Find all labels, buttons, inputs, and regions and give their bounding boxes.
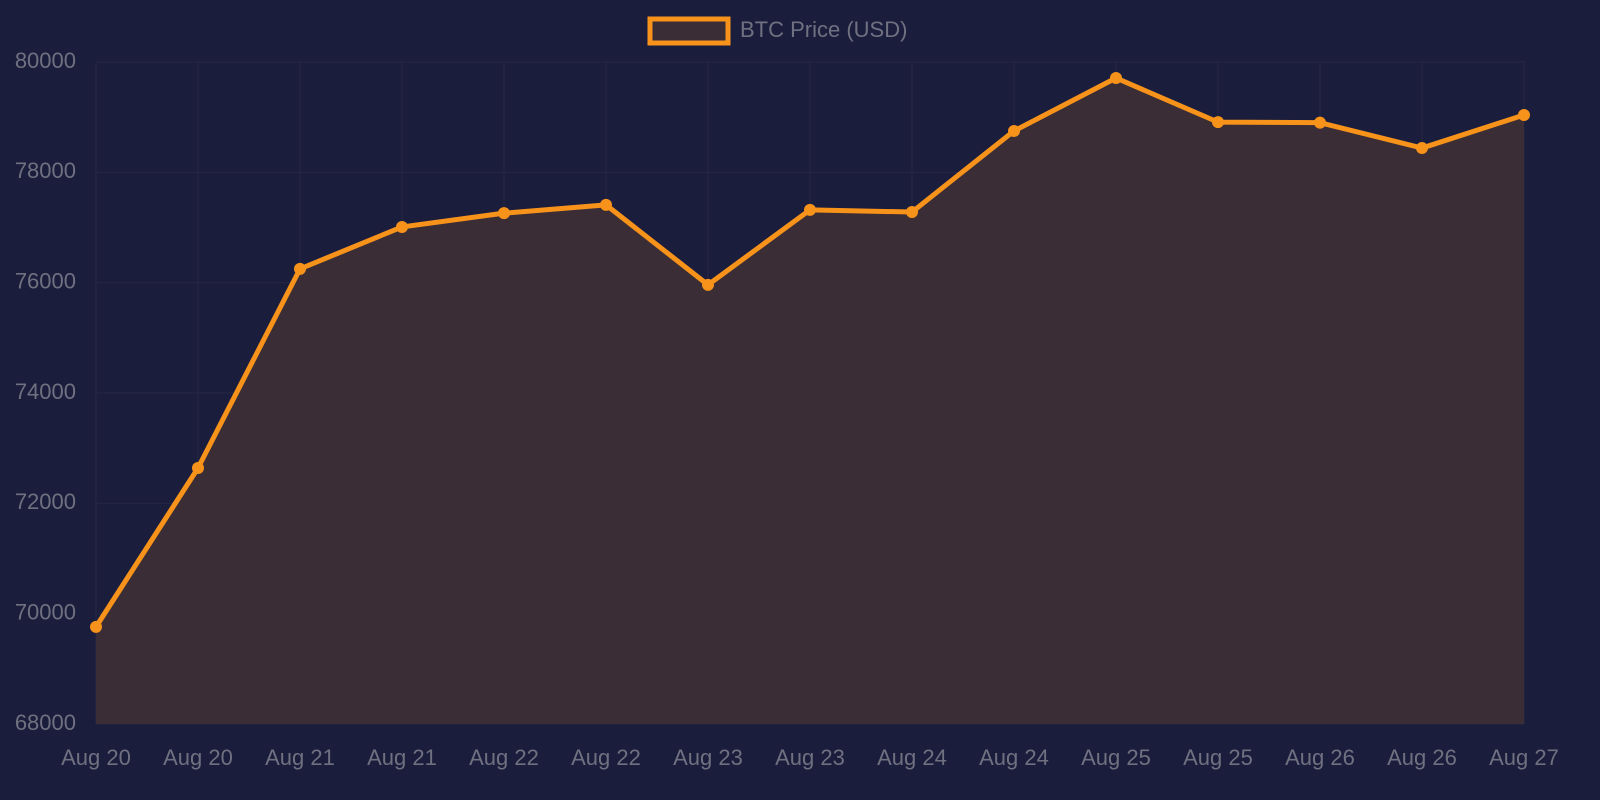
area	[96, 77, 1524, 724]
x-tick-label: Aug 22	[469, 745, 539, 770]
x-tick-label: Aug 21	[367, 745, 437, 770]
x-tick-label: Aug 24	[877, 745, 947, 770]
legend-label: BTC Price (USD)	[740, 17, 907, 42]
point	[396, 220, 408, 233]
y-tick-label: 72000	[15, 489, 76, 514]
point	[804, 203, 816, 216]
point	[498, 207, 510, 220]
legend-swatch	[647, 16, 731, 46]
x-tick-label: Aug 24	[979, 745, 1049, 770]
x-tick-label: Aug 20	[163, 745, 233, 770]
x-tick-label: Aug 26	[1285, 745, 1355, 770]
x-tick-label: Aug 20	[61, 745, 131, 770]
point	[192, 462, 204, 475]
point	[600, 198, 612, 211]
point	[1518, 108, 1530, 121]
x-tick-label: Aug 23	[673, 745, 743, 770]
point	[1314, 116, 1326, 129]
point	[1212, 116, 1224, 129]
x-tick-label: Aug 23	[775, 745, 845, 770]
x-tick-label: Aug 22	[571, 745, 641, 770]
point	[1416, 142, 1428, 155]
y-tick-label: 76000	[15, 268, 76, 293]
point	[1110, 71, 1122, 84]
x-tick-label: Aug 21	[265, 745, 335, 770]
point	[1008, 124, 1020, 137]
x-tick-label: Aug 25	[1183, 745, 1253, 770]
point	[90, 620, 102, 633]
y-tick-label: 80000	[15, 48, 76, 73]
point	[294, 262, 306, 275]
x-tick-label: Aug 26	[1387, 745, 1457, 770]
y-tick-label: 74000	[15, 379, 76, 404]
x-tick-label: Aug 25	[1081, 745, 1151, 770]
x-tick-label: Aug 27	[1489, 745, 1559, 770]
point	[906, 206, 918, 219]
y-tick-label: 78000	[15, 158, 76, 183]
point	[702, 278, 714, 291]
y-tick-label: 68000	[15, 710, 76, 735]
y-tick-label: 70000	[15, 599, 76, 624]
